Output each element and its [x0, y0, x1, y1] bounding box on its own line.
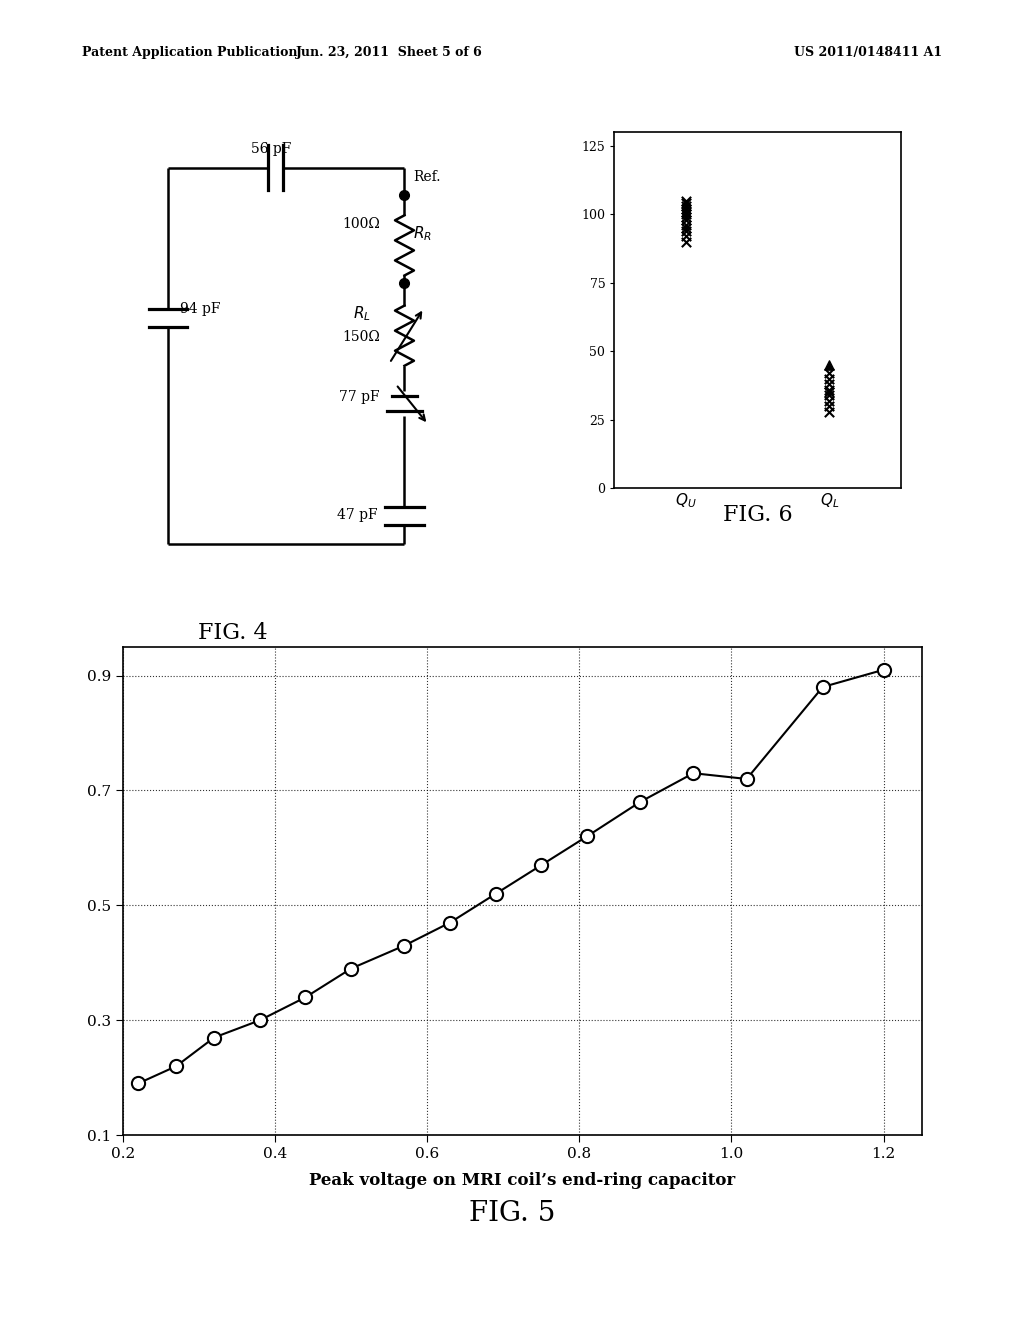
Point	[821, 355, 838, 376]
Point	[821, 379, 838, 400]
Text: 94 pF: 94 pF	[180, 302, 220, 315]
Point	[678, 220, 694, 242]
Point	[678, 195, 694, 216]
Text: Jun. 23, 2011  Sheet 5 of 6: Jun. 23, 2011 Sheet 5 of 6	[296, 46, 482, 59]
Point	[678, 201, 694, 222]
Point	[678, 203, 694, 224]
Text: Patent Application Publication: Patent Application Publication	[82, 46, 297, 59]
Point	[441, 912, 458, 933]
Text: 150Ω: 150Ω	[343, 330, 380, 343]
Point	[821, 391, 838, 412]
Text: Ref.: Ref.	[413, 170, 440, 185]
Point	[396, 935, 413, 956]
Point	[678, 209, 694, 230]
Point	[297, 987, 313, 1008]
Point	[678, 206, 694, 227]
Point	[678, 198, 694, 219]
Point	[130, 1073, 146, 1094]
Point	[632, 792, 648, 813]
Point	[821, 374, 838, 395]
Text: 56 pF: 56 pF	[251, 141, 292, 156]
Point	[814, 676, 830, 697]
Point	[738, 768, 755, 789]
Point	[821, 368, 838, 389]
Point	[678, 218, 694, 239]
Point	[343, 958, 359, 979]
Point	[821, 381, 838, 403]
Point	[821, 363, 838, 384]
Text: 47 pF: 47 pF	[337, 508, 378, 521]
Point	[821, 396, 838, 417]
Point	[685, 763, 701, 784]
Text: $R_L$: $R_L$	[352, 304, 371, 323]
X-axis label: Peak voltage on MRI coil’s end-ring capacitor: Peak voltage on MRI coil’s end-ring capa…	[309, 1172, 735, 1189]
Point	[821, 401, 838, 422]
Text: 77 pF: 77 pF	[339, 389, 380, 404]
Text: FIG. 6: FIG. 6	[723, 504, 793, 527]
Point	[876, 659, 892, 680]
Point	[678, 190, 694, 211]
Point	[678, 215, 694, 236]
Point	[252, 1010, 268, 1031]
Text: FIG. 4: FIG. 4	[198, 622, 267, 644]
Point	[678, 193, 694, 214]
Point	[821, 384, 838, 405]
Text: 100Ω: 100Ω	[343, 216, 380, 231]
Point	[678, 231, 694, 252]
Point	[534, 854, 550, 875]
Text: FIG. 5: FIG. 5	[469, 1200, 555, 1228]
Point	[168, 1056, 184, 1077]
Point	[487, 883, 504, 904]
Text: US 2011/0148411 A1: US 2011/0148411 A1	[794, 46, 942, 59]
Point	[678, 226, 694, 247]
Point	[206, 1027, 222, 1048]
Point	[579, 826, 595, 847]
Text: $R_R$: $R_R$	[413, 224, 432, 243]
